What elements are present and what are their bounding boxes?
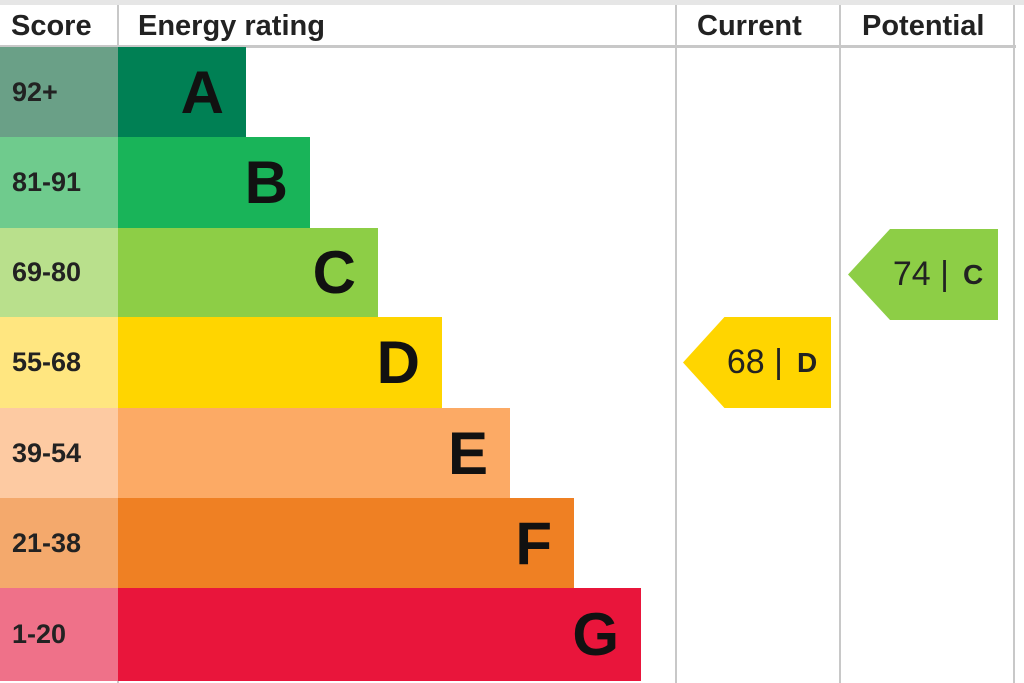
band-bar: A xyxy=(118,47,246,137)
potential-separator: | xyxy=(940,255,949,293)
header-energy-rating: Energy rating xyxy=(138,10,325,42)
potential-letter: C xyxy=(962,258,984,290)
band-bar: B xyxy=(118,137,310,228)
band-row-f: 21-38 F xyxy=(0,498,676,588)
potential-rating-arrow: 74 | C xyxy=(848,229,998,320)
header-divider xyxy=(0,45,1016,48)
band-bar: D xyxy=(118,317,442,408)
header-current: Current xyxy=(697,10,802,42)
header-potential: Potential xyxy=(862,10,985,42)
header-score: Score xyxy=(11,10,92,42)
column-divider xyxy=(1013,5,1015,683)
current-rating-arrow: 68 | D xyxy=(683,317,831,408)
band-row-g: 1-20 G xyxy=(0,588,676,681)
current-value: 68 xyxy=(726,343,765,381)
potential-value: 74 xyxy=(892,255,931,293)
band-score: 39-54 xyxy=(0,408,118,498)
column-divider xyxy=(675,5,677,683)
band-score: 55-68 xyxy=(0,317,118,408)
band-bar: C xyxy=(118,228,378,317)
band-row-a: 92+ A xyxy=(0,47,676,137)
band-score: 69-80 xyxy=(0,228,118,317)
band-bar: G xyxy=(118,588,641,681)
current-separator: | xyxy=(774,343,783,381)
band-row-c: 69-80 C xyxy=(0,228,676,317)
band-row-b: 81-91 B xyxy=(0,137,676,228)
band-score: 1-20 xyxy=(0,588,118,681)
band-score: 81-91 xyxy=(0,137,118,228)
band-row-e: 39-54 E xyxy=(0,408,676,498)
current-letter: D xyxy=(796,346,818,378)
column-divider xyxy=(839,5,841,683)
top-border xyxy=(0,0,1024,5)
band-score: 92+ xyxy=(0,47,118,137)
band-bar: E xyxy=(118,408,510,498)
band-row-d: 55-68 D xyxy=(0,317,676,408)
band-score: 21-38 xyxy=(0,498,118,588)
band-bar: F xyxy=(118,498,574,588)
